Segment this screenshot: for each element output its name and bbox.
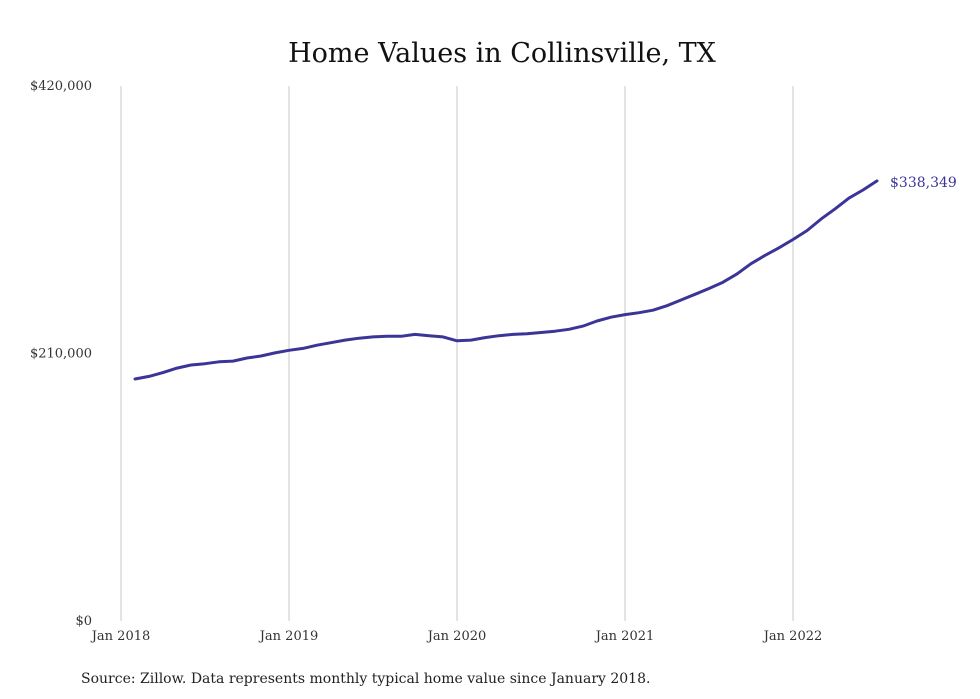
x-axis-tick-labels: Jan 2018 Jan 2019 Jan 2020 Jan 2021 Jan 2022 <box>90 629 823 644</box>
x-tick-label-1: Jan 2019 <box>258 629 319 644</box>
x-tick-label-2: Jan 2020 <box>426 629 487 644</box>
x-tick-label-0: Jan 2018 <box>90 629 151 644</box>
latest-value-label: $338,349 <box>890 175 957 191</box>
y-tick-label-0: $0 <box>75 614 92 629</box>
x-tick-label-3: Jan 2021 <box>594 629 655 644</box>
y-axis-tick-labels: $0 $210,000 $420,000 <box>30 79 92 629</box>
source-note: Source: Zillow. Data represents monthly … <box>81 671 650 687</box>
y-tick-label-1: $210,000 <box>30 347 92 362</box>
y-tick-label-2: $420,000 <box>30 79 92 94</box>
home-value-series-line <box>133 179 879 381</box>
x-tick-label-4: Jan 2022 <box>762 629 823 644</box>
chart-title: Home Values in Collinsville, TX <box>288 38 717 69</box>
grid-lines <box>120 86 794 621</box>
